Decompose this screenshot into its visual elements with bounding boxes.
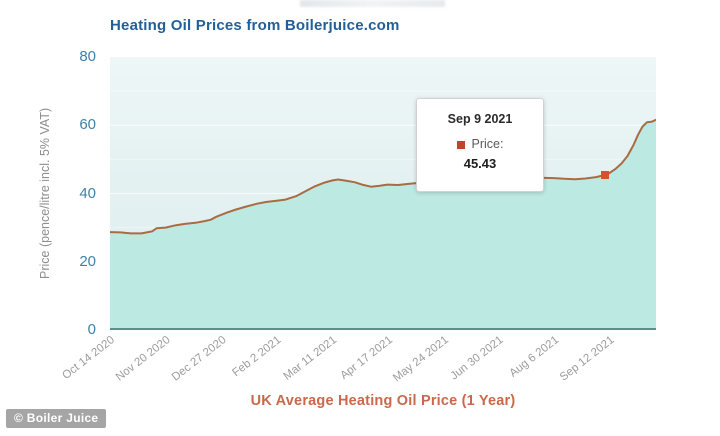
- x-tick-label: Sep 12 2021: [558, 334, 617, 384]
- y-tick-label: 40: [79, 184, 96, 202]
- cropped-text-artifact: [300, 0, 445, 7]
- x-tick-label: Feb 2 2021: [230, 334, 284, 380]
- x-tick-label: Jun 30 2021: [448, 334, 506, 383]
- tooltip-series-row: Price:: [417, 137, 543, 151]
- hover-tooltip: Sep 9 2021 Price: 45.43: [416, 98, 544, 192]
- x-tick-label: May 24 2021: [390, 334, 451, 385]
- x-axis-title: UK Average Heating Oil Price (1 Year): [250, 393, 516, 409]
- x-tick-label: Nov 20 2020: [114, 334, 173, 384]
- highlight-point-marker: [601, 171, 609, 179]
- y-tick-label: 0: [87, 321, 96, 338]
- x-tick-label: Dec 27 2020: [169, 334, 229, 384]
- x-tick-label: Apr 17 2021: [338, 334, 395, 383]
- price-area-chart[interactable]: [110, 57, 656, 330]
- tooltip-value: 45.43: [463, 156, 497, 171]
- chart-title: Heating Oil Prices from Boilerjuice.com: [110, 17, 400, 34]
- y-tick-label: 60: [79, 116, 96, 134]
- x-tick-label: Aug 6 2021: [507, 334, 562, 380]
- tooltip-date: Sep 9 2021: [447, 112, 513, 126]
- y-tick-label: 20: [79, 252, 96, 270]
- x-tick-label: Mar 11 2021: [281, 334, 340, 383]
- boilerjuice-watermark-badge: © Boiler Juice: [6, 409, 107, 428]
- y-tick-label: 80: [79, 48, 96, 65]
- x-tick-label: Oct 14 2020: [60, 334, 118, 383]
- chart-canvas: [110, 90, 656, 330]
- series-swatch-icon: [456, 140, 465, 149]
- y-axis-title: Price (pence/litre incl. 5% VAT): [38, 107, 52, 280]
- tooltip-series-label: Price:: [471, 137, 504, 151]
- y-axis-tick-labels: 0 20 40 60 80: [58, 49, 100, 338]
